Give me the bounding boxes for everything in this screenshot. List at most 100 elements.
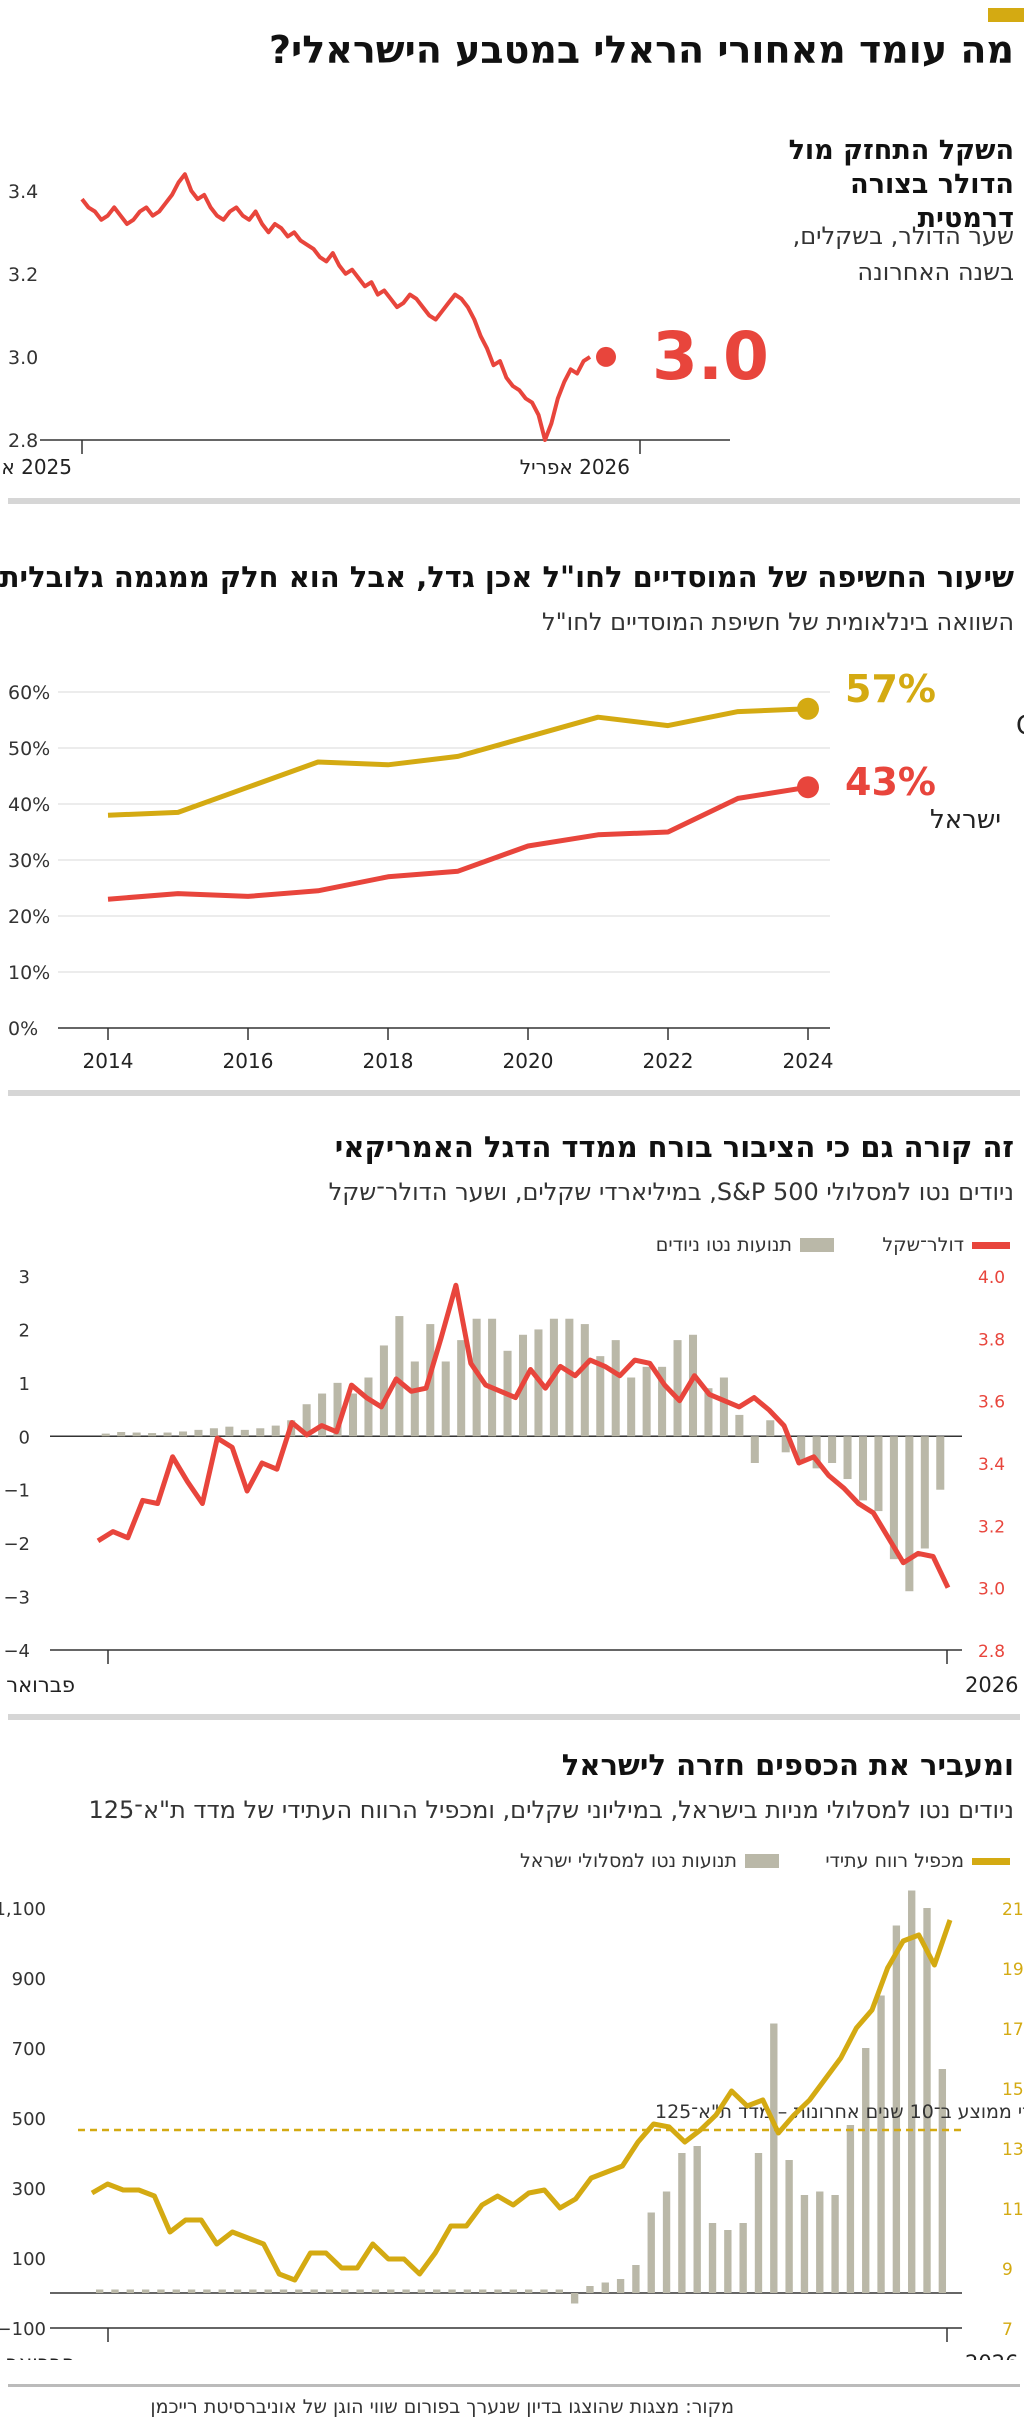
chart3-bar <box>163 1432 172 1437</box>
chart4-bar <box>923 1908 931 2293</box>
chart3-y-left-tick-label: −3 <box>3 1588 30 1609</box>
chart3-bar <box>240 1429 249 1437</box>
chart2-y-tick-label: 20% <box>8 906 50 928</box>
chart4-bar <box>601 2282 609 2293</box>
chart3-bar <box>596 1356 605 1437</box>
chart3-y-left-tick-label: −2 <box>3 1534 30 1555</box>
chart4-bar <box>417 2289 426 2293</box>
chart4-bar <box>172 2289 180 2293</box>
chart3-bar <box>858 1436 868 1501</box>
chart4-bar <box>892 1925 901 2293</box>
chart4-bar <box>632 2265 640 2293</box>
chart4-bar <box>908 1890 916 2293</box>
chart2-end-label-oecd: 57% <box>845 667 936 711</box>
chart4-bar <box>938 2069 947 2293</box>
chart4-y-right-tick-label: 17 <box>1002 2020 1024 2040</box>
chart1-end-dot <box>596 346 616 367</box>
chart3-bar <box>611 1340 620 1437</box>
page-title: מה עומד מאחורי הראלי במטבע הישראלי? <box>269 28 1014 72</box>
chart4-bar <box>739 2223 747 2293</box>
chart3-bar <box>642 1366 651 1437</box>
chart4-bar <box>157 2289 165 2293</box>
chart2-x-tick-label: 2014 <box>83 1049 134 1073</box>
chart4-legend-bars: תנועות נטו למסלולי ישראל <box>520 1850 779 1872</box>
chart3-bar <box>148 1433 157 1437</box>
chart3-bar <box>209 1428 218 1437</box>
chart3-x-tick-label: פברואר 2022 <box>0 1673 75 1697</box>
chart1-x-tick-label: 2026 אפריל <box>520 455 630 479</box>
chart4-y-left-tick-label: 900 <box>12 1969 46 1990</box>
chart3-legend-line-swatch <box>972 1241 1010 1249</box>
chart4-y-right-tick-label: 15 <box>1002 2080 1024 2100</box>
chart3-bar <box>920 1436 929 1549</box>
chart4-bar <box>846 2125 855 2293</box>
chart3-bar <box>379 1345 388 1437</box>
chart4-y-right-tick-label: 21 <box>1002 1900 1024 1920</box>
chart4-legend-bars-swatch <box>745 1854 779 1868</box>
chart3-subtitle: ניודים נטו למסלולי S&P 500, במיליארדי שק… <box>328 1178 1014 1206</box>
chart2-x-tick-label: 2018 <box>363 1049 414 1073</box>
chart2-line-israel <box>107 784 809 902</box>
chart4-bar <box>816 2191 824 2293</box>
chart3-bar <box>719 1377 728 1437</box>
chart4-y-left-tick-label: 500 <box>12 2109 46 2130</box>
chart4-bar <box>586 2286 594 2293</box>
chart2-y-tick-label: 60% <box>8 682 50 704</box>
chart4-bar <box>662 2191 671 2293</box>
chart3-bar <box>117 1432 126 1437</box>
chart4-bar <box>356 2289 364 2293</box>
chart4-bar <box>693 2146 701 2293</box>
chart4-y-left-tick-label: 700 <box>12 2039 46 2060</box>
chart4-bar <box>555 2289 563 2293</box>
chart3-bar <box>688 1334 698 1437</box>
chart3-bar <box>348 1393 358 1437</box>
chart2-y-tick-label: 30% <box>8 850 50 872</box>
chart4-bar <box>494 2289 502 2293</box>
chart3-bar <box>812 1436 821 1469</box>
chart2-y-tick-label: 50% <box>8 738 50 760</box>
chart4-legend-bars-label: תנועות נטו למסלולי ישראל <box>519 1850 737 1872</box>
chart4-bar <box>479 2289 487 2293</box>
chart3-y-left-tick-label: 3 <box>19 1267 30 1288</box>
chart3-bar <box>472 1318 481 1437</box>
chart4-bar <box>524 2289 533 2293</box>
chart2-y-tick-label: 40% <box>8 794 50 816</box>
chart2-end-label-israel: 43% <box>845 760 936 804</box>
chart1-line <box>80 172 592 442</box>
chart4-bar <box>187 2289 196 2293</box>
chart3-title: זה קורה גם כי הציבור בורח ממדד הדגל האמר… <box>334 1130 1014 1164</box>
chart4-y-right-tick-label: 19 <box>1002 1960 1024 1980</box>
chart4-bar <box>249 2289 257 2293</box>
chart3-bar <box>333 1382 342 1437</box>
chart1-subtitle-2: בשנה האחרונה <box>857 258 1014 286</box>
chart4-bar <box>341 2289 349 2293</box>
chart3-y-right-tick-label: 3.2 <box>978 1517 1005 1537</box>
chart3-bar <box>735 1414 744 1437</box>
chart2-x-tick-label: 2024 <box>783 1049 834 1073</box>
chart2-x-tick-label: 2020 <box>503 1049 554 1073</box>
chart3-bar <box>488 1318 497 1437</box>
chart4-bar <box>862 2048 870 2293</box>
chart2-series-name-oecd: ממוצע OECD <box>1016 711 1024 741</box>
chart2-x-tick-label: 2016 <box>223 1049 274 1073</box>
chart1-y-tick-label: 3.4 <box>8 181 38 203</box>
chart4-y-right-tick-label: 11 <box>1002 2200 1024 2220</box>
chart3-legend-line-label: דולר־שקל <box>882 1234 964 1256</box>
chart4-bar <box>540 2289 548 2293</box>
chart4-bar <box>218 2289 226 2293</box>
chart4-line <box>90 1919 953 2283</box>
chart1-end-label: 3.0 <box>652 318 769 395</box>
source-note: מקור: מצגות שהוצגו בדיון שנערך בפורום שו… <box>150 2396 734 2418</box>
chart2-title: שיעור החשיפה של המוסדיים לחו"ל אכן גדל, … <box>0 560 1014 594</box>
chart3-y-right-tick-label: 3.8 <box>978 1330 1005 1350</box>
chart3-bar <box>936 1436 945 1490</box>
chart3-bar <box>874 1436 883 1512</box>
chart3-y-left-tick-label: −4 <box>3 1641 30 1662</box>
chart4-bar <box>570 2293 579 2304</box>
chart4-y-left-tick-label: 300 <box>12 2179 46 2200</box>
chart3-y-left-tick-label: 2 <box>19 1320 30 1341</box>
chart3-y-right-tick-label: 2.8 <box>978 1642 1005 1662</box>
chart3-bar <box>627 1377 636 1437</box>
separator-3 <box>8 1714 1020 1720</box>
chart3-bar <box>256 1428 265 1437</box>
